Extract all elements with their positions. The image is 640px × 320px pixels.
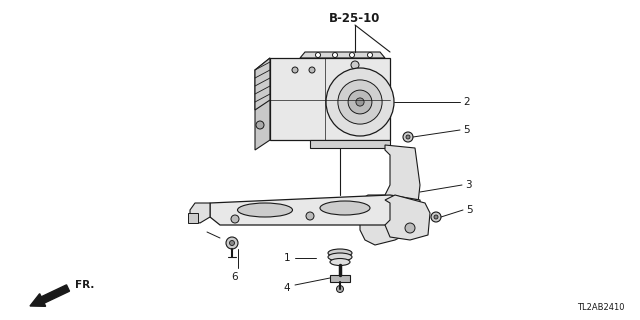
Circle shape bbox=[367, 52, 372, 58]
Circle shape bbox=[348, 90, 372, 114]
Circle shape bbox=[403, 132, 413, 142]
Circle shape bbox=[306, 212, 314, 220]
Text: FR.: FR. bbox=[75, 280, 94, 290]
Ellipse shape bbox=[237, 203, 292, 217]
Circle shape bbox=[333, 52, 337, 58]
Circle shape bbox=[338, 80, 382, 124]
Text: 4: 4 bbox=[284, 283, 290, 293]
Bar bbox=[188, 213, 198, 223]
Circle shape bbox=[231, 215, 239, 223]
Polygon shape bbox=[210, 195, 420, 225]
Text: 6: 6 bbox=[232, 272, 238, 282]
Polygon shape bbox=[385, 195, 430, 240]
Circle shape bbox=[326, 68, 394, 136]
Circle shape bbox=[337, 285, 344, 292]
Circle shape bbox=[431, 212, 441, 222]
FancyArrow shape bbox=[30, 285, 70, 306]
Text: B-25-10: B-25-10 bbox=[330, 12, 381, 25]
Circle shape bbox=[434, 215, 438, 219]
Circle shape bbox=[349, 52, 355, 58]
Polygon shape bbox=[300, 52, 385, 58]
Ellipse shape bbox=[320, 201, 370, 215]
Circle shape bbox=[384, 207, 400, 223]
Circle shape bbox=[405, 223, 415, 233]
Circle shape bbox=[309, 67, 315, 73]
Text: 5: 5 bbox=[466, 205, 472, 215]
Circle shape bbox=[230, 241, 234, 245]
Text: 1: 1 bbox=[284, 253, 290, 263]
Text: TL2AB2410: TL2AB2410 bbox=[577, 303, 625, 312]
Circle shape bbox=[226, 237, 238, 249]
Ellipse shape bbox=[330, 259, 350, 266]
Polygon shape bbox=[360, 145, 420, 245]
Circle shape bbox=[292, 67, 298, 73]
Text: 2: 2 bbox=[463, 97, 470, 107]
Text: 5: 5 bbox=[463, 125, 470, 135]
Polygon shape bbox=[190, 203, 210, 223]
Polygon shape bbox=[255, 58, 270, 110]
Circle shape bbox=[356, 98, 364, 106]
Circle shape bbox=[316, 52, 321, 58]
Text: 3: 3 bbox=[465, 180, 472, 190]
Polygon shape bbox=[255, 58, 270, 150]
Ellipse shape bbox=[328, 249, 352, 257]
Bar bbox=[270, 58, 390, 140]
Circle shape bbox=[406, 135, 410, 139]
Ellipse shape bbox=[328, 253, 352, 261]
Circle shape bbox=[256, 121, 264, 129]
Circle shape bbox=[351, 61, 359, 69]
Bar bbox=[330, 275, 350, 282]
Polygon shape bbox=[310, 140, 390, 148]
